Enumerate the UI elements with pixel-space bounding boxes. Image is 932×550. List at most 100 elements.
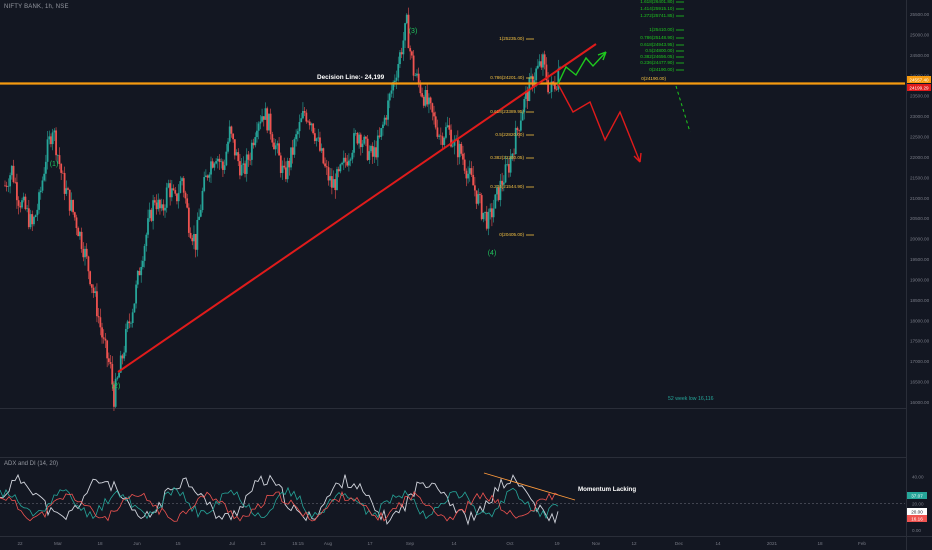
- fib-right-label: 0.5(24800.00): [645, 48, 674, 53]
- candle-body: [482, 212, 485, 220]
- adx-indicator-pane: 40.00 20.00 0.00 Momentum Lacking 37.07 20.00…: [0, 472, 927, 533]
- candle-body: [336, 169, 338, 191]
- candle-body: [153, 200, 156, 203]
- candle-body: [327, 167, 330, 181]
- candle-body: [150, 209, 153, 221]
- time-tick-label: 14: [451, 541, 457, 546]
- candle-body: [399, 52, 401, 65]
- candle-body: [370, 145, 372, 152]
- fib-right-label: 0.236(24477.90): [640, 60, 674, 65]
- candle-body: [371, 145, 374, 157]
- wave-labels: (1) (2) (3) (4): [50, 28, 497, 390]
- price-tick-label: 16500.00: [910, 380, 930, 385]
- candle-body: [496, 187, 498, 195]
- candle-body: [307, 121, 309, 123]
- price-tick-label: 18000.00: [910, 318, 930, 323]
- candle-body: [228, 126, 231, 142]
- candle-body: [293, 139, 296, 155]
- candle-body: [107, 358, 110, 363]
- candle-body: [267, 113, 270, 131]
- candle-body: [356, 132, 359, 144]
- candle-body: [557, 68, 560, 90]
- candle-body: [123, 352, 126, 359]
- candle-body: [473, 185, 476, 191]
- candle-body: [14, 181, 17, 183]
- price-axis[interactable]: 25500.00 25000.00 24500.00 24000.00 23500.00…: [907, 12, 931, 405]
- candle-body: [485, 211, 488, 229]
- candle-body: [445, 127, 447, 138]
- time-tick-label: Sep: [406, 541, 415, 546]
- fib-left-label: 0.618(23389.95): [490, 109, 524, 114]
- price-tick-label: 19500.00: [910, 257, 930, 262]
- candle-body: [410, 51, 413, 56]
- price-tick-label: 23500.00: [910, 94, 930, 99]
- candle-body: [387, 100, 389, 120]
- candle-body: [329, 176, 332, 181]
- candle-body: [487, 211, 490, 229]
- candle-body: [249, 159, 252, 161]
- candle-body: [79, 231, 81, 237]
- wave-label: (1): [50, 161, 59, 168]
- candle-body: [230, 126, 233, 134]
- candle-body: [441, 136, 444, 145]
- candle-body: [337, 169, 340, 172]
- candle-body: [177, 192, 180, 202]
- candle-body: [250, 142, 253, 160]
- candle-body: [504, 164, 507, 183]
- candle-body: [339, 164, 342, 172]
- candle-body: [160, 204, 163, 209]
- bear-arrow-head: [633, 152, 642, 163]
- indicator-badge-label: 16.16: [911, 517, 923, 522]
- candle-body: [375, 147, 378, 158]
- candle-body: [462, 153, 464, 160]
- candle-body: [90, 284, 93, 288]
- candle-body: [295, 134, 298, 140]
- candle-body: [419, 82, 422, 94]
- candle-body: [131, 312, 134, 324]
- time-tick-label: 14: [715, 541, 721, 546]
- candle-body: [182, 178, 185, 193]
- price-tag-bg: [907, 76, 931, 83]
- candle-body: [55, 130, 57, 156]
- candle-body: [460, 143, 463, 154]
- candle-body: [347, 160, 350, 166]
- candle-body: [325, 166, 328, 168]
- candle-body: [453, 139, 456, 146]
- candle-body: [196, 219, 199, 250]
- wave-label: (2): [112, 383, 121, 390]
- candle-body: [278, 143, 280, 156]
- price-tick-label: 16000.00: [910, 400, 930, 405]
- fib-right-label: 1.414(25915.10): [640, 6, 674, 11]
- time-axis[interactable]: 22 Mar 18 Jun 15 Jul 13 15:15 Aug 17 Sep 14 Oct 19 Nov…: [17, 541, 866, 546]
- price-tick-label: 20000.00: [910, 237, 930, 242]
- time-tick-label: 18: [817, 541, 823, 546]
- candle-body: [540, 61, 543, 68]
- candle-body: [113, 384, 115, 407]
- candle-body: [167, 183, 170, 188]
- candle-body: [220, 161, 223, 163]
- candle-body: [50, 136, 52, 145]
- candle-body: [75, 217, 78, 229]
- candle-body: [480, 195, 483, 220]
- candle-body: [233, 139, 236, 156]
- time-tick-label: 22: [17, 541, 23, 546]
- candle-body: [450, 129, 452, 147]
- candle-body: [412, 55, 415, 76]
- candle-body: [431, 103, 434, 113]
- candle-body: [324, 163, 326, 167]
- candle-body: [502, 182, 505, 185]
- price-tick-label: 25500.00: [910, 12, 930, 17]
- candle-body: [227, 141, 229, 152]
- candle-body: [24, 196, 27, 210]
- time-tick-label: Mar: [54, 541, 62, 546]
- candle-body: [312, 123, 315, 134]
- price-tag-label: 24557.40: [909, 78, 929, 83]
- candle-body: [44, 161, 47, 174]
- candle-body: [428, 97, 430, 105]
- candle-body: [239, 161, 241, 176]
- indicator-tick-label: 0.00: [912, 528, 921, 533]
- candle-body: [31, 214, 34, 225]
- candle-body: [87, 256, 90, 272]
- candle-body: [404, 23, 406, 41]
